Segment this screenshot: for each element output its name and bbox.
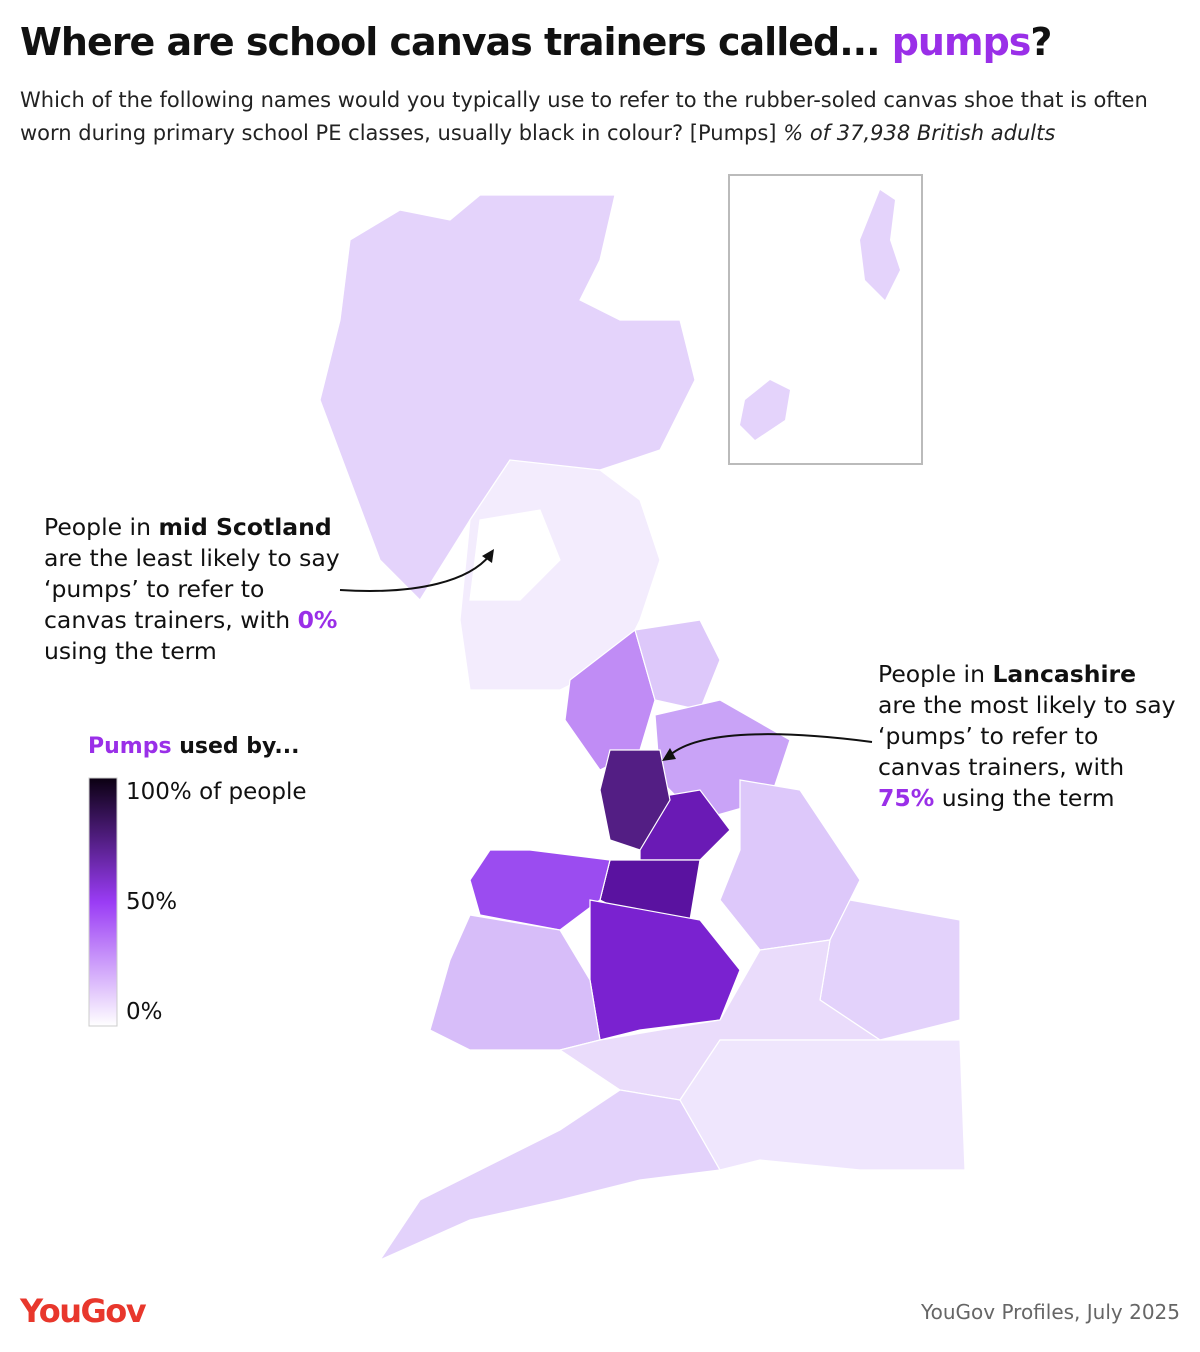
region — [634, 619, 721, 711]
annotation: People in mid Scotland are the least lik… — [44, 512, 344, 667]
title-end: ? — [1030, 20, 1052, 64]
region-name: Lancashire — [992, 660, 1137, 688]
region-name: mid Scotland — [158, 513, 332, 541]
arrow-head — [482, 549, 494, 563]
source: YouGov Profiles, July 2025 — [921, 1300, 1180, 1324]
islands — [740, 190, 900, 440]
regions — [319, 194, 966, 1262]
legend-title-highlight: Pumps — [88, 734, 172, 759]
arrow-head — [662, 748, 676, 761]
value: 0% — [297, 606, 338, 634]
subtitle-text: Which of the following names would you t… — [20, 88, 1148, 145]
region — [378, 1089, 721, 1262]
shetland — [860, 190, 900, 300]
text: are the most likely to say ‘pumps’ to re… — [878, 691, 1176, 781]
value: 75% — [878, 784, 935, 812]
text: People in — [44, 513, 159, 541]
legend-bar — [88, 777, 118, 1027]
orkney — [740, 380, 790, 440]
legend-title-rest: used by... — [171, 734, 300, 759]
inset-box — [728, 174, 923, 465]
logo: YouGov — [20, 1292, 147, 1330]
region — [679, 1039, 966, 1171]
legend-tick-label: 100% of people — [126, 779, 307, 805]
arrow — [669, 733, 873, 756]
region — [429, 914, 601, 1051]
annotation: People in Lancashire are the most likely… — [878, 659, 1178, 814]
title: Where are school canvas trainers called.… — [20, 20, 1052, 64]
text: using the term — [44, 637, 217, 665]
subtitle-italic: % of 37,938 British adults — [783, 121, 1056, 145]
text: are the least likely to say ‘pumps’ to r… — [44, 544, 340, 634]
text: People in — [878, 660, 993, 688]
legend-title: Pumps used by... — [88, 734, 299, 759]
region — [469, 849, 611, 931]
region — [589, 899, 741, 1041]
region-mid-scotland — [469, 509, 561, 601]
legend-tick-label: 50% — [126, 889, 178, 915]
title-text: Where are school canvas trainers called.… — [20, 20, 892, 64]
title-highlight: pumps — [891, 20, 1032, 64]
subtitle: Which of the following names would you t… — [20, 84, 1185, 150]
text: using the term — [934, 784, 1115, 812]
legend-tick-label: 0% — [126, 999, 163, 1025]
arrow — [339, 554, 491, 592]
region-lancashire — [599, 749, 671, 851]
